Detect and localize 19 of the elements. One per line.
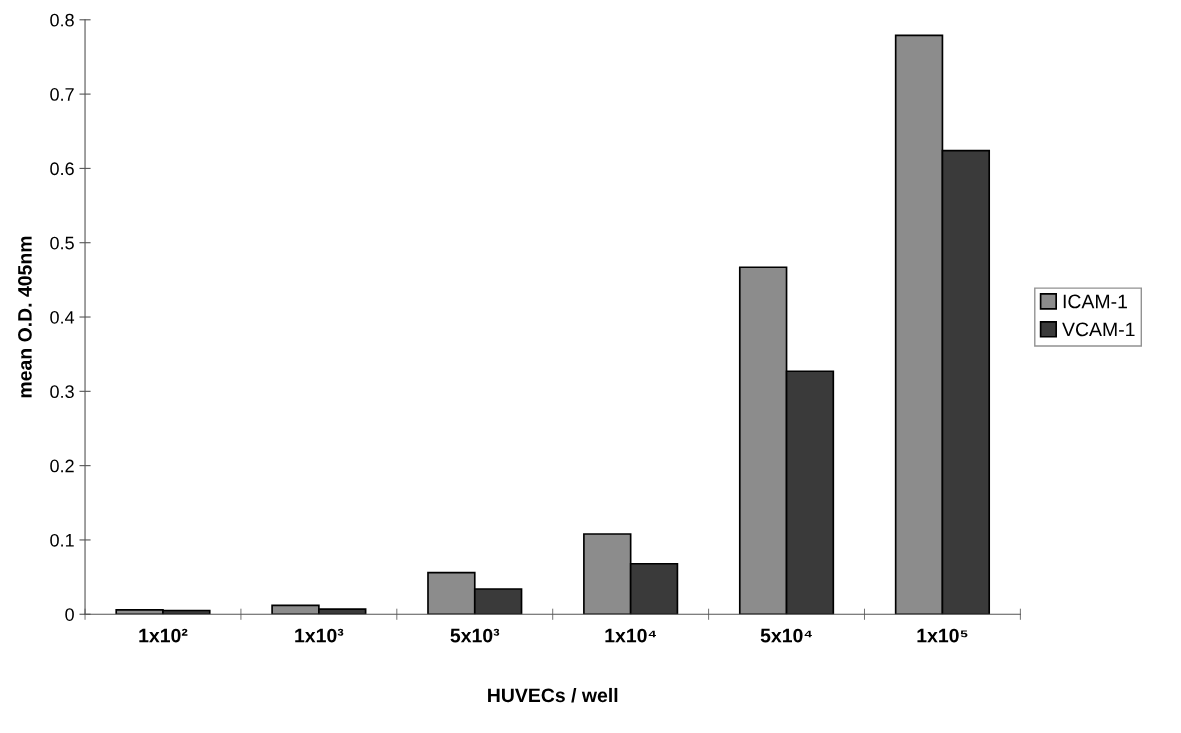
- x-tick-label: 5x10⁴: [760, 628, 812, 643]
- y-tick-label: 0: [65, 608, 74, 621]
- y-axis-title: mean O.D. 405nm: [18, 236, 32, 398]
- x-tick-label: 5x10³: [450, 628, 500, 643]
- legend-label: ICAM-1: [1063, 294, 1127, 309]
- y-tick-label: 0.1: [50, 533, 74, 547]
- x-tick-label: 1x10³: [295, 628, 344, 643]
- y-tick-label: 0.7: [50, 88, 74, 101]
- x-tick-label: 1x10⁴: [605, 628, 656, 643]
- y-tick-label: 0.2: [50, 459, 74, 473]
- legend-label: VCAM-1: [1062, 322, 1135, 337]
- y-tick-label: 0.4: [50, 310, 75, 324]
- x-tick-label: 1x10²: [139, 628, 188, 643]
- y-tick-label: 0.5: [50, 236, 74, 250]
- y-tick-label: 0.8: [50, 13, 74, 27]
- x-tick-label: 1x10⁵: [917, 628, 968, 643]
- y-tick-label: 0.6: [50, 162, 74, 176]
- x-axis-title: HUVECs / well: [488, 687, 618, 703]
- y-tick-label: 0.3: [50, 385, 74, 399]
